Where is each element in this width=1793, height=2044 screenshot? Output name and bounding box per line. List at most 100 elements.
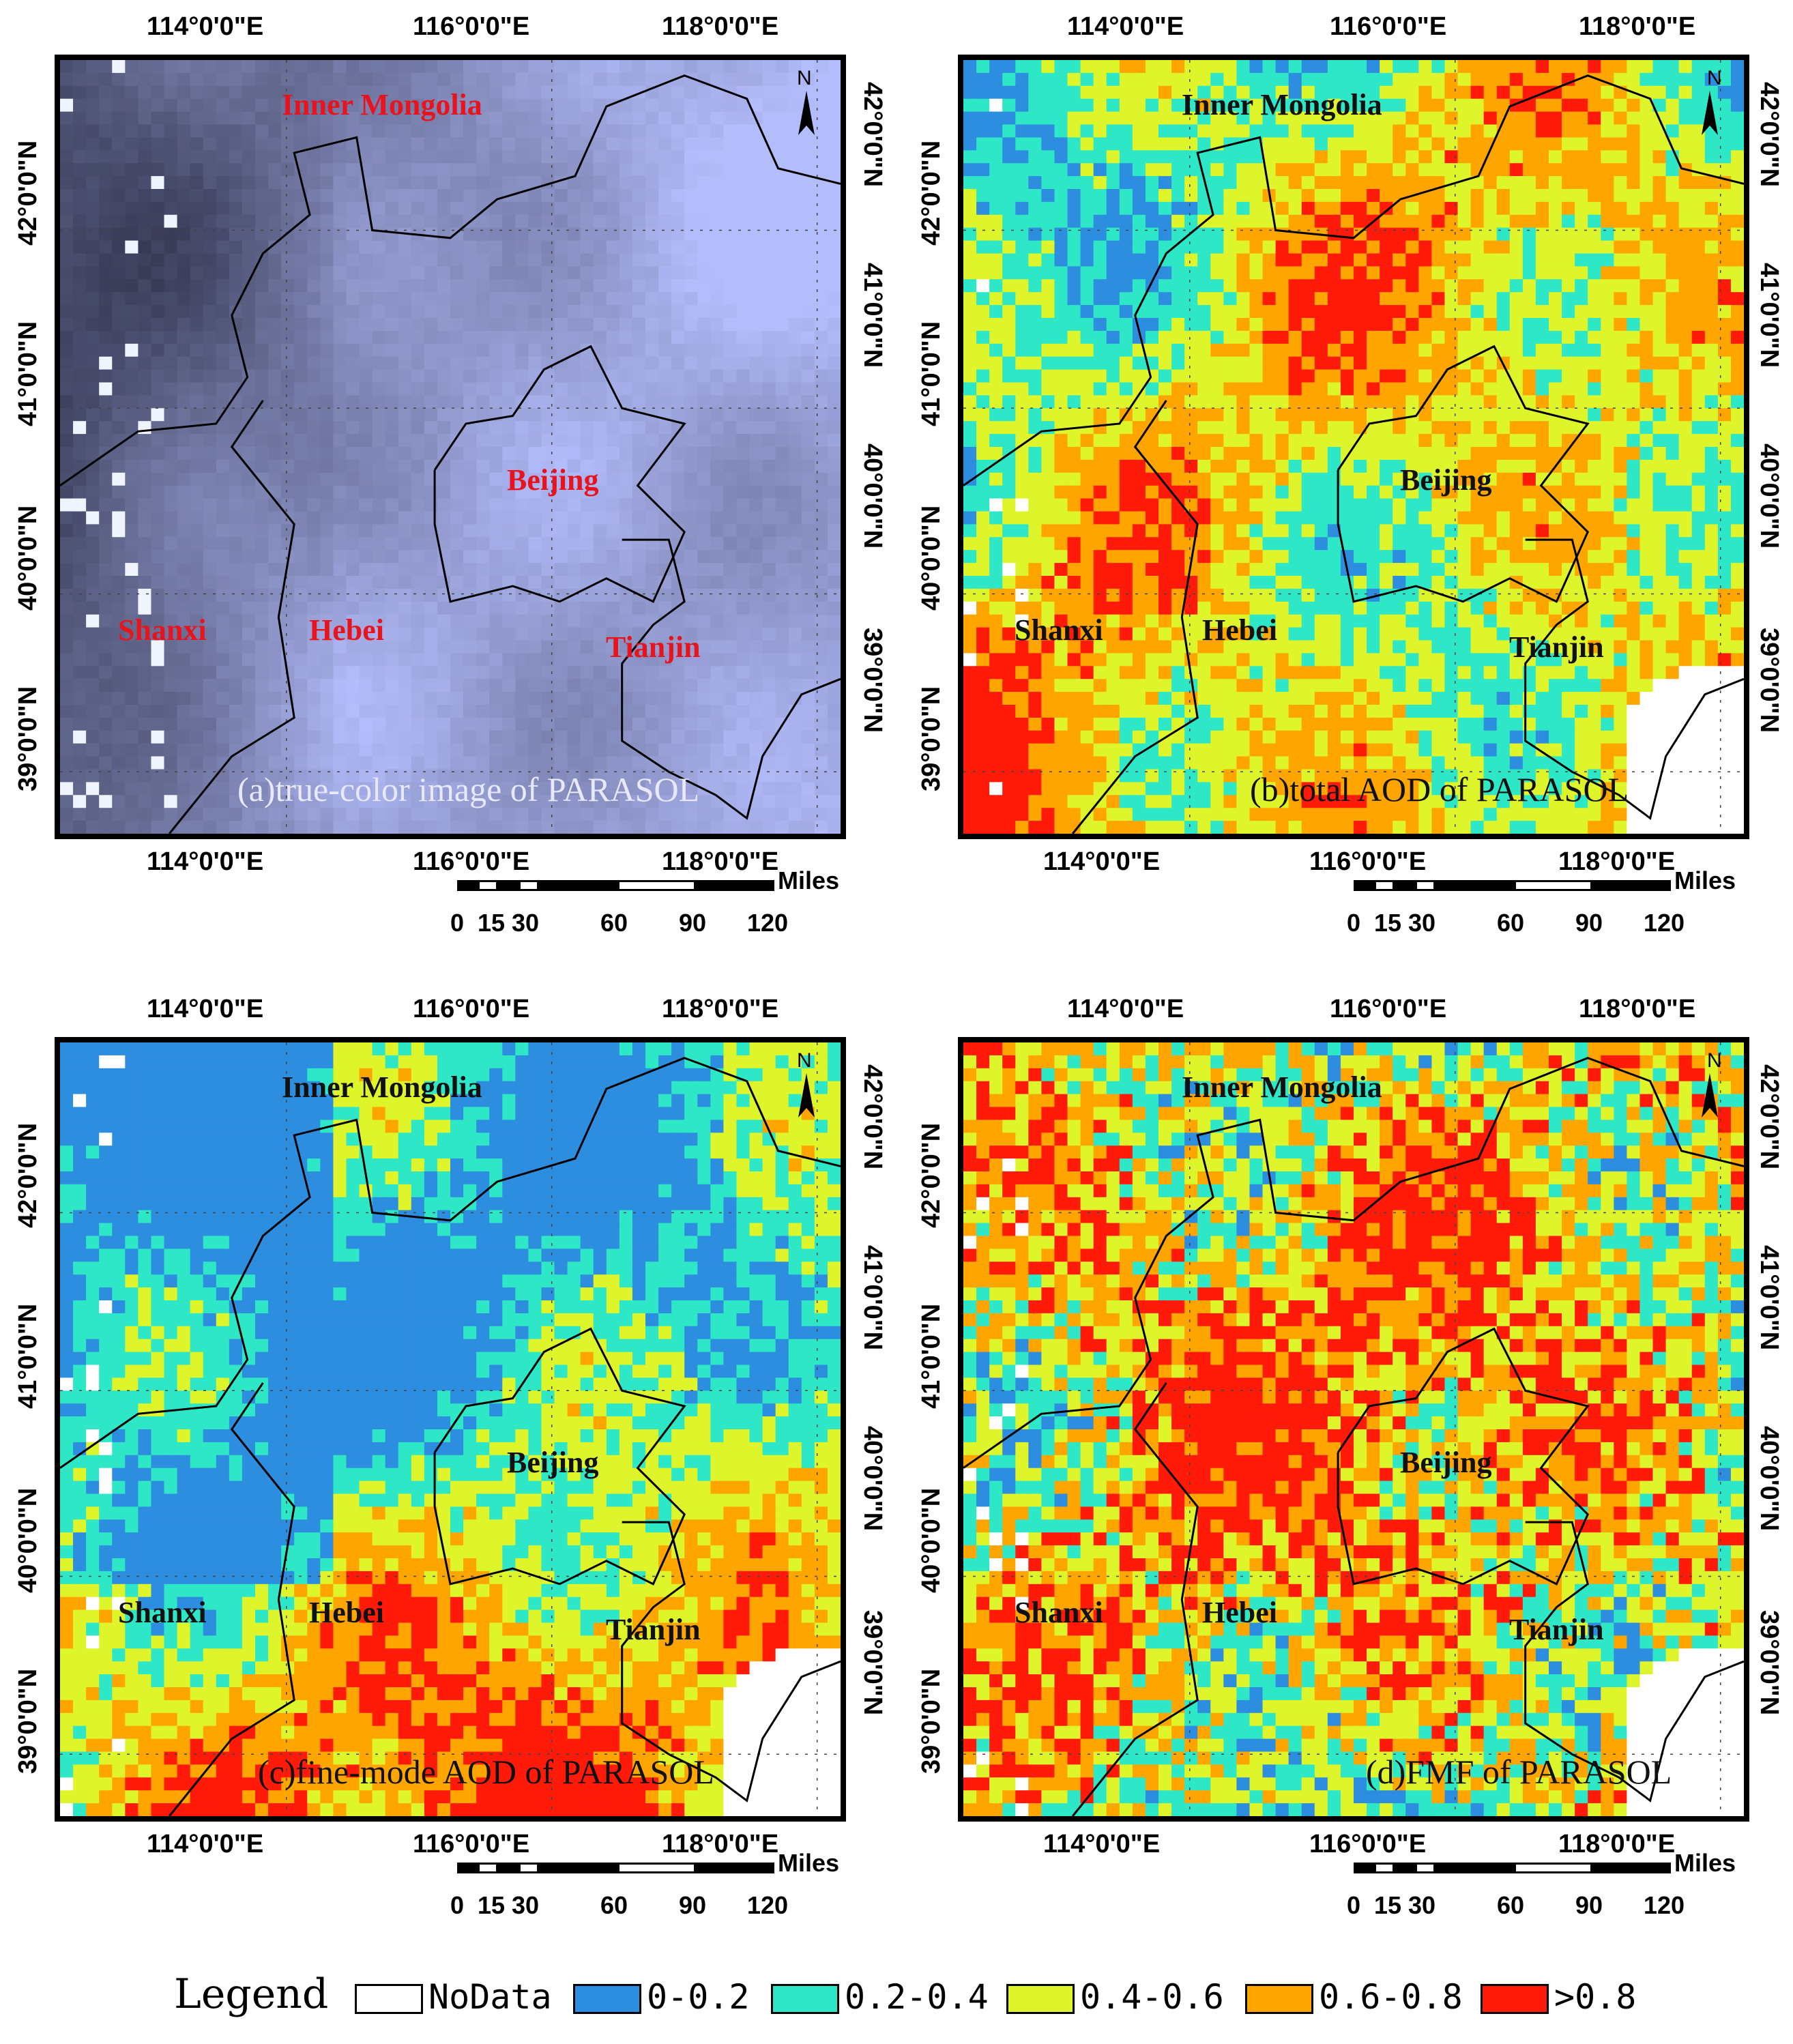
raster-cell	[1132, 189, 1146, 203]
raster-cell	[1301, 150, 1315, 164]
raster-cell	[1444, 163, 1459, 177]
raster-cell	[1197, 240, 1211, 254]
raster-cell	[502, 72, 516, 87]
raster-cell	[606, 85, 620, 100]
raster-cell	[749, 666, 763, 680]
raster-cell	[476, 98, 490, 113]
lat-label-left: 42°0'0"N	[14, 140, 42, 246]
raster-cell	[203, 318, 217, 332]
raster-cell	[450, 498, 464, 512]
raster-cell	[1067, 227, 1081, 242]
raster-cell	[60, 189, 74, 203]
raster-cell	[632, 98, 646, 113]
raster-cell	[411, 459, 425, 473]
raster-cell	[580, 756, 594, 770]
raster-cell	[593, 163, 607, 177]
raster-cell	[307, 782, 321, 795]
raster-cell	[541, 163, 555, 177]
raster-cell	[580, 550, 594, 564]
raster-cell	[320, 292, 334, 306]
raster-cell	[1275, 163, 1289, 177]
raster-cell	[1145, 305, 1159, 319]
raster-cell	[1509, 72, 1524, 87]
raster-cell	[437, 821, 451, 834]
raster-cell	[268, 576, 282, 589]
raster-cell	[320, 395, 334, 409]
raster-cell	[1575, 227, 1588, 242]
raster-cell	[138, 614, 152, 628]
raster-cell	[1380, 189, 1393, 203]
raster-cell	[671, 756, 685, 770]
raster-cell	[814, 434, 828, 448]
raster-cell	[411, 72, 425, 87]
raster-cell	[528, 576, 542, 589]
raster-cell	[580, 459, 594, 473]
raster-cell	[476, 72, 490, 87]
raster-cell	[1106, 201, 1120, 216]
raster-cell	[541, 692, 555, 705]
raster-cell	[541, 85, 555, 100]
raster-cell	[528, 111, 542, 126]
raster-cell	[606, 421, 620, 435]
raster-cell	[723, 305, 738, 319]
raster-cell	[99, 679, 113, 692]
raster-cell	[216, 485, 230, 499]
raster-cell	[242, 756, 256, 770]
raster-cell	[346, 692, 360, 705]
raster-cell	[1171, 318, 1185, 332]
raster-cell	[1327, 318, 1341, 332]
raster-cell	[684, 227, 698, 242]
raster-cell	[268, 343, 282, 357]
raster-cell	[541, 318, 555, 332]
raster-cell	[619, 498, 633, 512]
raster-cell	[385, 227, 399, 242]
raster-cell	[528, 821, 542, 834]
raster-cell	[1249, 305, 1264, 319]
raster-cell	[736, 201, 750, 216]
raster-cell	[489, 292, 503, 306]
raster-cell	[1457, 330, 1472, 345]
raster-cell	[476, 434, 490, 448]
raster-cell	[1483, 72, 1498, 87]
raster-cell	[710, 163, 724, 177]
raster-cell	[99, 292, 113, 306]
raster-cell	[554, 692, 568, 705]
raster-cell	[255, 201, 269, 216]
raster-cell	[177, 679, 191, 692]
raster-cell	[164, 795, 178, 808]
raster-cell	[710, 666, 724, 680]
raster-cell	[645, 356, 659, 370]
raster-cell	[619, 459, 633, 473]
raster-cell	[502, 279, 516, 293]
raster-cell	[242, 343, 256, 357]
lon-label-top: 114°0'0"E	[147, 12, 264, 41]
raster-cell	[1093, 214, 1107, 229]
raster-cell	[203, 240, 217, 254]
raster-cell	[1717, 72, 1732, 87]
raster-cell	[593, 769, 607, 783]
raster-cell	[1223, 240, 1237, 254]
raster-cell	[398, 537, 412, 551]
raster-cell	[229, 666, 243, 680]
raster-cell	[515, 421, 529, 435]
raster-cell	[645, 795, 659, 808]
raster-cell	[60, 330, 74, 345]
raster-cell	[515, 240, 529, 254]
raster-cell	[1340, 60, 1354, 74]
raster-cell	[1327, 292, 1341, 306]
raster-cell	[1549, 318, 1562, 332]
raster-cell	[229, 730, 243, 744]
raster-cell	[125, 305, 139, 319]
raster-cell	[554, 227, 568, 242]
raster-cell	[203, 382, 217, 396]
raster-cell	[814, 614, 828, 628]
raster-cell	[710, 524, 724, 538]
raster-cell	[1197, 279, 1211, 293]
raster-cell	[112, 98, 126, 113]
raster-cell	[515, 679, 529, 692]
raster-cell	[1380, 240, 1393, 254]
raster-cell	[827, 266, 841, 280]
raster-cell	[60, 717, 74, 731]
raster-cell	[164, 434, 178, 448]
raster-cell	[1354, 124, 1367, 138]
